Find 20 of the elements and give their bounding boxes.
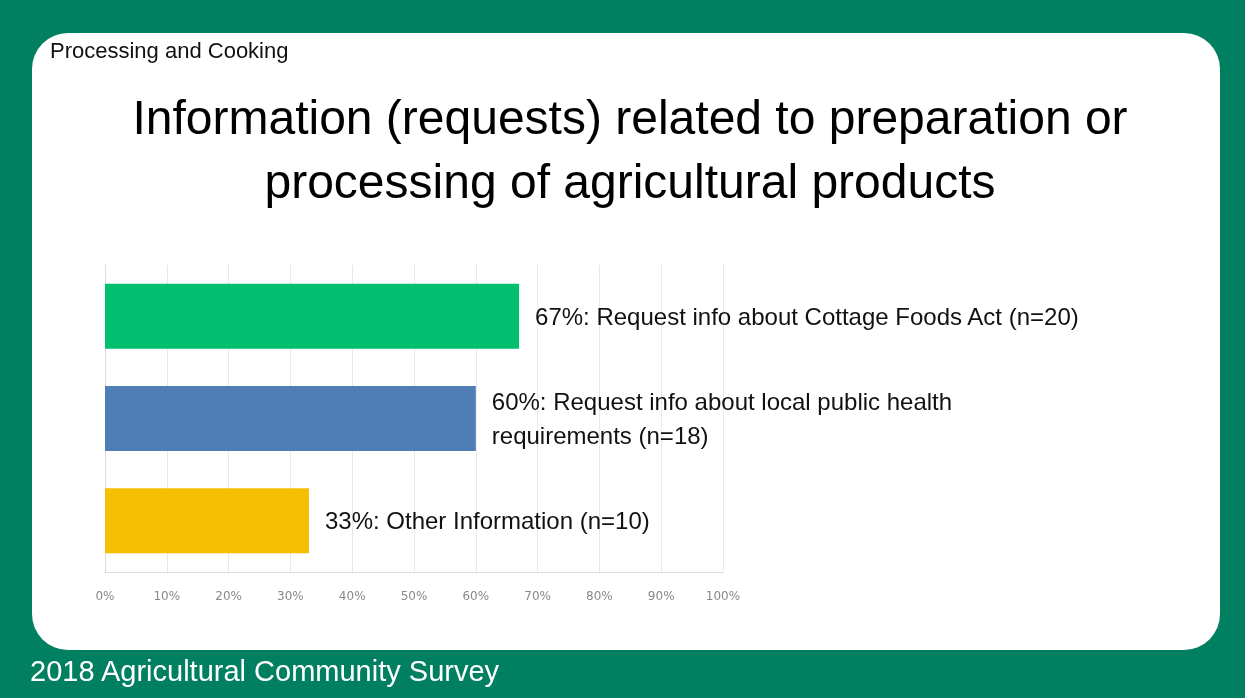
data-label: 33%: Other Information (n=10): [324, 507, 650, 535]
x-tick-label: 20%: [215, 589, 242, 603]
data-label: 67%: Request info about Cottage Foods Act (n=20): [535, 302, 1079, 330]
chart-subtitle: Processing and Cooking: [50, 38, 289, 64]
bar: [105, 283, 520, 349]
data-label: 60%: Request info about local public health requirements (n=18): [491, 388, 959, 449]
x-tick-label: 0%: [95, 589, 115, 603]
text: 2018 Agricultural Community Survey: [30, 655, 500, 688]
x-tick-label: 70%: [524, 589, 551, 603]
x-tick-label: 40%: [338, 589, 366, 603]
x-tick-label: 30%: [277, 589, 304, 603]
x-tick-label: 10%: [153, 589, 181, 603]
x-tick-label: 60%: [462, 589, 490, 603]
bar: [105, 488, 309, 554]
x-tick-label: 90%: [647, 589, 675, 603]
chart-title: Information (requests) related to preparation or processing of agricultural products: [131, 90, 1129, 210]
bar: [105, 386, 476, 451]
x-tick-label: 80%: [586, 589, 613, 603]
x-tick-label: 100%: [705, 589, 741, 603]
x-tick-label: 50%: [400, 589, 428, 603]
